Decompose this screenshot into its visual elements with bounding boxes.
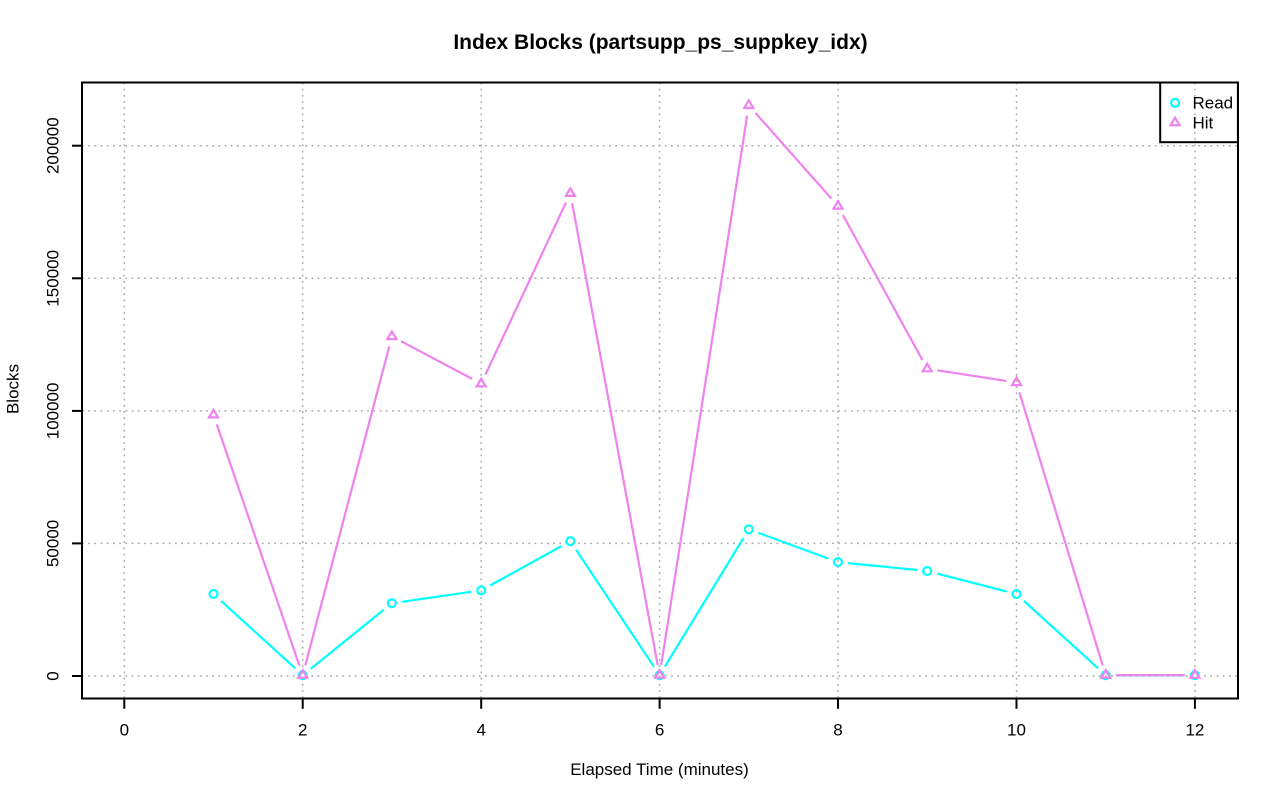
svg-text:200000: 200000: [44, 117, 63, 174]
svg-text:4: 4: [476, 721, 485, 740]
svg-text:Elapsed Time (minutes): Elapsed Time (minutes): [570, 760, 749, 779]
svg-text:0: 0: [44, 671, 63, 680]
svg-text:Index Blocks (partsupp_ps_supp: Index Blocks (partsupp_ps_suppkey_idx): [453, 31, 867, 54]
svg-text:6: 6: [655, 721, 664, 740]
svg-text:12: 12: [1185, 721, 1204, 740]
svg-text:50000: 50000: [44, 520, 63, 567]
svg-text:10: 10: [1007, 721, 1026, 740]
svg-text:150000: 150000: [44, 250, 63, 307]
svg-text:Blocks: Blocks: [3, 364, 22, 414]
svg-text:0: 0: [120, 721, 129, 740]
svg-text:2: 2: [298, 721, 307, 740]
svg-text:Hit: Hit: [1193, 113, 1214, 132]
svg-text:100000: 100000: [44, 383, 63, 440]
svg-text:Read: Read: [1193, 94, 1234, 113]
svg-text:8: 8: [833, 721, 842, 740]
